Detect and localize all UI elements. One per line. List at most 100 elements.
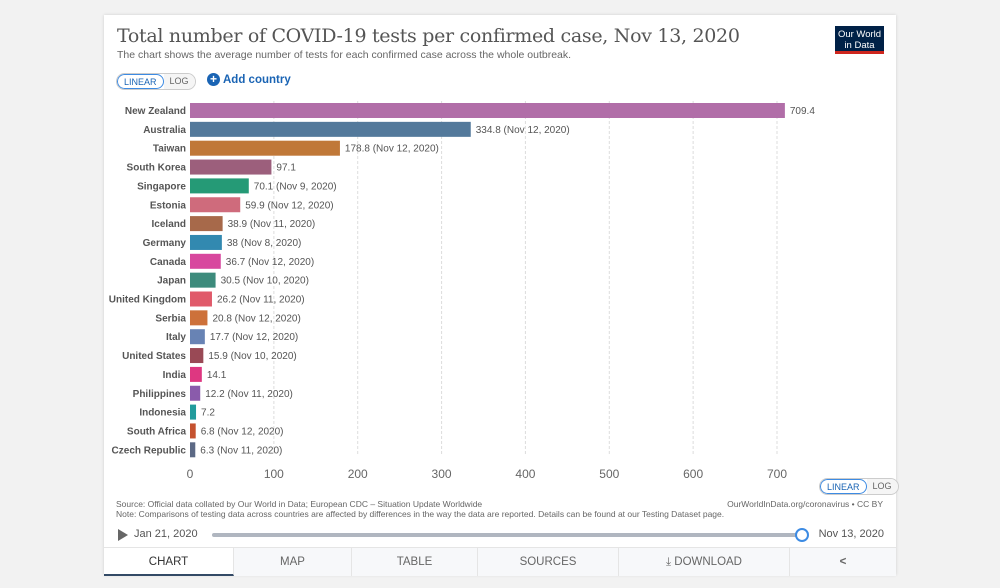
category-label: Serbia bbox=[155, 313, 186, 324]
tab-chart[interactable]: CHART bbox=[104, 548, 234, 576]
owid-logo[interactable]: Our World in Data bbox=[835, 26, 884, 54]
bar[interactable] bbox=[190, 442, 196, 458]
category-label: United States bbox=[122, 351, 186, 362]
source-text[interactable]: Source: Official data collated by Our Wo… bbox=[116, 499, 483, 509]
value-label: 6.8 (Nov 12, 2020) bbox=[201, 426, 284, 437]
linear-button[interactable]: LINEAR bbox=[117, 74, 164, 89]
value-label: 26.2 (Nov 11, 2020) bbox=[217, 295, 305, 306]
logo-line2: in Data bbox=[844, 40, 875, 51]
value-label: 12.2 (Nov 11, 2020) bbox=[205, 389, 293, 400]
tab-map[interactable]: MAP bbox=[234, 548, 352, 576]
value-label: 20.8 (Nov 12, 2020) bbox=[212, 313, 300, 324]
bar-chart: New Zealand 709.4 Australia 334.8 (Nov 12, … bbox=[109, 101, 815, 481]
x-tick-label: 500 bbox=[599, 467, 619, 481]
bar[interactable] bbox=[190, 121, 471, 137]
bar[interactable] bbox=[190, 366, 202, 382]
bar[interactable] bbox=[190, 291, 212, 307]
timeline-start-date: Jan 21, 2020 bbox=[134, 528, 198, 540]
add-country-button[interactable]: + Add country bbox=[207, 73, 291, 86]
timeline-end-date: Nov 13, 2020 bbox=[818, 528, 884, 540]
bar[interactable] bbox=[190, 178, 249, 194]
x-tick-label: 200 bbox=[348, 467, 368, 481]
value-label: 38 (Nov 8, 2020) bbox=[227, 238, 302, 249]
category-label: Germany bbox=[143, 238, 187, 249]
category-label: Philippines bbox=[133, 389, 187, 400]
bar[interactable] bbox=[190, 404, 197, 420]
value-label: 178.8 (Nov 12, 2020) bbox=[345, 144, 439, 155]
x-tick-label: 400 bbox=[515, 467, 535, 481]
download-icon: ⤓ bbox=[665, 556, 675, 568]
chart-card: Total number of COVID-19 tests per confi… bbox=[104, 15, 899, 576]
tab-sources[interactable]: SOURCES bbox=[478, 548, 619, 576]
timeline-handle[interactable] bbox=[795, 528, 809, 542]
value-label: 38.9 (Nov 11, 2020) bbox=[228, 219, 316, 230]
download-label: DOWNLOAD bbox=[674, 556, 742, 568]
bar[interactable] bbox=[190, 310, 208, 326]
category-label: Taiwan bbox=[153, 144, 186, 155]
bar[interactable] bbox=[190, 234, 222, 250]
category-label: India bbox=[163, 370, 187, 381]
play-icon[interactable] bbox=[118, 529, 128, 541]
bar[interactable] bbox=[190, 348, 204, 364]
bars: New Zealand 709.4 Australia 334.8 (Nov 12, … bbox=[109, 103, 815, 458]
category-label: Australia bbox=[143, 125, 186, 136]
chart-title: Total number of COVID-19 tests per confi… bbox=[117, 25, 740, 47]
value-label: 334.8 (Nov 12, 2020) bbox=[476, 125, 570, 136]
bar[interactable] bbox=[190, 253, 221, 269]
log-button[interactable]: LOG bbox=[163, 74, 195, 89]
tab-download[interactable]: ⤓ DOWNLOAD bbox=[619, 548, 790, 576]
source-note: Source: Official data collated by Our Wo… bbox=[116, 499, 724, 519]
tab-table[interactable]: TABLE bbox=[352, 548, 478, 576]
category-label: United Kingdom bbox=[109, 295, 186, 306]
log-button-bottom[interactable]: LOG bbox=[866, 479, 898, 494]
bar[interactable] bbox=[190, 103, 785, 118]
value-label: 97.1 bbox=[276, 163, 296, 174]
bar[interactable] bbox=[190, 272, 216, 288]
category-label: Estonia bbox=[150, 200, 187, 211]
tab-share[interactable]: < bbox=[790, 548, 896, 576]
value-label: 17.7 (Nov 12, 2020) bbox=[210, 332, 298, 343]
bar[interactable] bbox=[190, 140, 340, 156]
grid-lines bbox=[273, 101, 778, 455]
share-icon: < bbox=[839, 556, 847, 568]
value-label: 15.9 (Nov 10, 2020) bbox=[208, 351, 296, 362]
x-tick-label: 700 bbox=[767, 467, 787, 481]
value-label: 30.5 (Nov 10, 2020) bbox=[221, 276, 309, 287]
x-tick-label: 100 bbox=[264, 467, 284, 481]
value-label: 14.1 bbox=[207, 370, 227, 381]
value-label: 6.3 (Nov 11, 2020) bbox=[200, 445, 282, 456]
category-label: Singapore bbox=[137, 181, 186, 192]
note-text: Note: Comparisons of testing data across… bbox=[116, 509, 725, 519]
timeline-track[interactable] bbox=[212, 533, 800, 537]
category-label: South Korea bbox=[127, 163, 187, 174]
tab-bar: CHART MAP TABLE SOURCES ⤓ DOWNLOAD < bbox=[104, 547, 896, 576]
scale-toggle-bottom: LINEAR LOG bbox=[819, 478, 899, 495]
credit-link[interactable]: OurWorldInData.org/coronavirus • CC BY bbox=[727, 499, 883, 509]
category-label: South Africa bbox=[127, 426, 187, 437]
linear-button-bottom[interactable]: LINEAR bbox=[820, 479, 867, 494]
timeline: Jan 21, 2020 Nov 13, 2020 bbox=[116, 527, 884, 543]
value-label: 709.4 bbox=[790, 106, 815, 117]
plus-circle-icon: + bbox=[207, 73, 220, 86]
category-label: Japan bbox=[157, 276, 186, 287]
value-label: 36.7 (Nov 12, 2020) bbox=[226, 257, 314, 268]
bar[interactable] bbox=[190, 216, 223, 232]
x-tick-label: 0 bbox=[187, 467, 194, 481]
bar[interactable] bbox=[190, 197, 241, 213]
value-label: 59.9 (Nov 12, 2020) bbox=[245, 200, 333, 211]
bar[interactable] bbox=[190, 329, 205, 345]
bar[interactable] bbox=[190, 159, 272, 175]
category-label: Iceland bbox=[152, 219, 186, 230]
add-country-label: Add country bbox=[223, 73, 291, 86]
logo-line1: Our World bbox=[837, 29, 882, 40]
scale-toggle-top: LINEAR LOG bbox=[116, 73, 196, 90]
category-label: Indonesia bbox=[139, 408, 186, 419]
x-tick-label: 600 bbox=[683, 467, 703, 481]
value-label: 70.1 (Nov 9, 2020) bbox=[254, 181, 337, 192]
x-tick-label: 300 bbox=[432, 467, 452, 481]
bar[interactable] bbox=[190, 385, 201, 401]
x-axis-ticks: 0 100 200 300 400 500 600 700 bbox=[187, 467, 788, 481]
category-label: New Zealand bbox=[125, 106, 186, 117]
category-label: Canada bbox=[150, 257, 187, 268]
bar[interactable] bbox=[190, 423, 196, 439]
